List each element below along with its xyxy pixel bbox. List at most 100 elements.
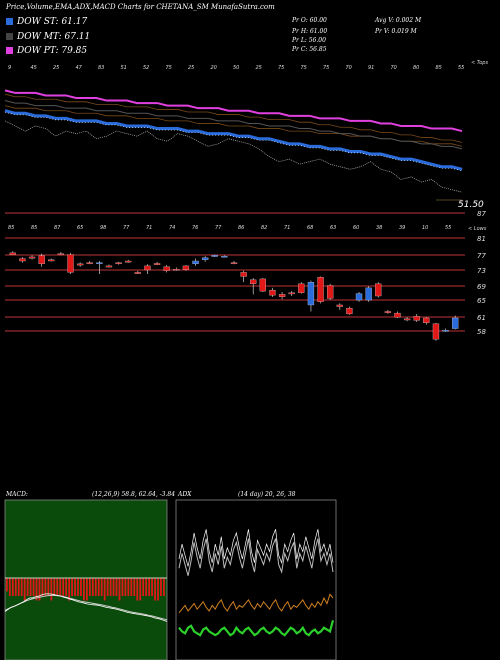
lows-label: 87 xyxy=(54,225,61,231)
macd-hist-bar xyxy=(130,578,133,596)
macd-hist-bar xyxy=(148,578,150,596)
macd-hist-bar xyxy=(68,578,70,601)
candle-body xyxy=(221,255,228,258)
chart-title: Price,Volume,EMA,ADX,MACD Charts for CHE… xyxy=(6,3,275,11)
candle-body xyxy=(355,293,363,301)
lows-label: 74 xyxy=(169,225,175,231)
top-label: 75 xyxy=(278,65,284,71)
macd-frame xyxy=(4,499,168,660)
candle-body xyxy=(86,262,93,264)
candle-body xyxy=(125,260,132,263)
top-label: 80 xyxy=(413,65,419,71)
macd-panel xyxy=(4,499,168,660)
macd-params: (12,26,9) 58.8, 62.64, -3.84 xyxy=(92,491,176,498)
candle-body xyxy=(57,253,65,256)
candle-body xyxy=(307,282,315,306)
candle-body xyxy=(250,279,257,284)
lows-label: 71 xyxy=(284,225,290,231)
lows-label: 63 xyxy=(330,225,336,231)
top-label: 75 xyxy=(166,65,172,71)
ema-pt-line xyxy=(4,89,463,133)
candle-body xyxy=(96,262,103,265)
legend-dow-pt-label: DOW PT: 79.85 xyxy=(17,46,88,56)
price-level-label: 65 xyxy=(477,297,486,305)
tops-corner-label: < Tops xyxy=(471,60,488,66)
candle-body xyxy=(115,262,122,265)
candle-body xyxy=(346,308,353,315)
candle-body xyxy=(144,265,151,271)
stat-high: Pr H: 61.00 xyxy=(292,28,328,35)
macd-hist-bar xyxy=(32,578,35,596)
macd-hist-bar xyxy=(163,578,165,596)
candle-body xyxy=(365,287,372,301)
top-label: 50 xyxy=(233,65,239,71)
top-label: 91 xyxy=(368,65,374,71)
ema-mt-line xyxy=(4,100,463,150)
candle-body xyxy=(211,255,218,257)
macd-hist-bar xyxy=(53,578,56,596)
macd-hist-bar xyxy=(17,578,20,596)
candle-body xyxy=(375,283,382,297)
stat-low: Pr L: 56.00 xyxy=(292,37,326,44)
top-label: 9 xyxy=(8,65,11,71)
macd-hist-bar xyxy=(118,578,121,601)
candle-body xyxy=(432,323,440,340)
top-label: 25 xyxy=(53,65,59,71)
top-label: 25 xyxy=(188,65,194,71)
macd-hist-bar xyxy=(8,578,11,596)
lows-label: 85 xyxy=(31,225,37,231)
candle-body xyxy=(192,260,199,265)
macd-hist-bar xyxy=(71,578,73,596)
last-price-label: 51.50 xyxy=(458,200,484,210)
stat-vol: Pr V: 0.019 M xyxy=(375,28,417,35)
lows-label: 98 xyxy=(100,225,106,231)
candle-body xyxy=(173,269,180,271)
price-line xyxy=(4,120,463,193)
candle-body xyxy=(48,259,55,262)
top-label: 47 xyxy=(76,65,83,71)
candle-body xyxy=(230,262,238,264)
price-level-label: 73 xyxy=(477,267,486,275)
lows-label: 60 xyxy=(353,225,359,231)
macd-hist-bar xyxy=(139,578,142,601)
lows-label: 76 xyxy=(192,225,198,231)
macd-hist-bar xyxy=(121,578,124,596)
lows-label: 85 xyxy=(8,225,14,231)
macd-line xyxy=(4,593,168,622)
candle-body xyxy=(67,254,74,273)
macd-hist-bar xyxy=(145,578,148,596)
lows-label: 10 xyxy=(422,225,428,231)
candle-body xyxy=(336,304,343,307)
macd-hist-bar xyxy=(23,578,26,601)
candle-body xyxy=(403,318,411,321)
macd-hist-bar xyxy=(11,578,14,596)
top-label: 25 xyxy=(256,65,262,71)
macd-hist-bar xyxy=(133,578,136,596)
candle-body xyxy=(298,283,305,293)
macd-hist-bar xyxy=(77,578,79,596)
top-label: 70 xyxy=(391,65,397,71)
top-label: 85 xyxy=(436,65,442,71)
candle-body xyxy=(413,316,420,321)
price-level-label: 87 xyxy=(477,210,486,218)
candle-body xyxy=(9,252,16,255)
stat-open: Pr O: 60.00 xyxy=(292,17,327,24)
macd-hist-bar xyxy=(38,578,41,601)
macd-hist-bar xyxy=(80,578,82,596)
macd-hist-bar xyxy=(115,578,118,596)
candle-body xyxy=(182,265,190,270)
lows-label: 55 xyxy=(445,225,451,231)
lows-label: 39 xyxy=(399,225,405,231)
lows-label: 65 xyxy=(77,225,83,231)
macd-hist-bar xyxy=(56,578,59,596)
adx-line xyxy=(178,538,334,576)
candle-body xyxy=(105,265,113,268)
candle-panel: 85 85 87 65 98 77 71 74 76 77 86 82 71 68 63 60 38 39 10 55… xyxy=(5,210,487,341)
candle-body xyxy=(423,317,430,324)
top-label: 55 xyxy=(458,65,464,71)
candle-body xyxy=(19,258,26,262)
price-level-label: 81 xyxy=(477,235,486,243)
macd-hist-bar xyxy=(50,578,53,601)
macd-hist-bar xyxy=(106,578,109,596)
